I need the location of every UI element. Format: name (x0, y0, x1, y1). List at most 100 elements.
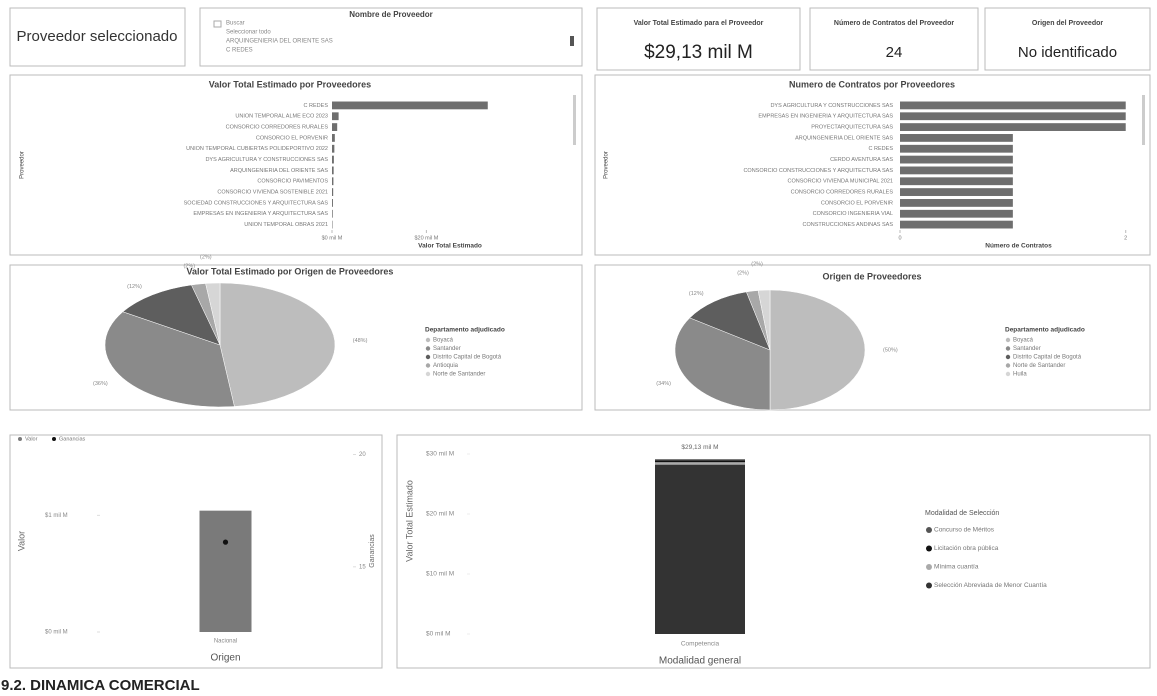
slicer-item: Buscar (226, 21, 245, 27)
pie-slice (122, 284, 221, 346)
data-label: (12%) (689, 291, 704, 297)
legend-label: Huila (1013, 372, 1027, 378)
category-label: CONSORCIO INGENIERIA VIAL (813, 211, 893, 217)
category-label: CONSORCIO VIVIENDA SOSTENIBLE 2021 (217, 190, 328, 196)
category-label: UNION TEMPORAL CUBIERTAS POLIDEPORTIVO 2… (186, 146, 328, 152)
search-icon (213, 20, 222, 28)
category-label: DYS AGRICULTURA Y CONSTRUCCIONES SAS (770, 103, 893, 109)
legend-label: Concurso de Méritos (934, 527, 995, 534)
kpi-title: Origen del Proveedor (1032, 20, 1103, 27)
kpi-frame (984, 7, 1151, 71)
data-label: (34%) (656, 381, 671, 387)
bar-segment (655, 462, 745, 465)
pie-slice (689, 291, 771, 351)
category-label: CONSORCIO PAVIMENTOS (257, 179, 328, 185)
legend-marker (425, 354, 431, 360)
bar (332, 188, 334, 196)
bar (900, 112, 1126, 121)
section-heading: 9.2. DINAMICA COMERCIAL (1, 677, 200, 694)
bar (900, 144, 1013, 153)
bar (332, 199, 333, 207)
dot (222, 539, 229, 545)
x-tick-label: Nacional (214, 639, 237, 645)
x-tick-label: $0 mil M (322, 235, 343, 241)
category-label: CONSORCIO CORREDORES RURALES (226, 125, 329, 131)
kpi-title: Número de Contratos del Proveedor (834, 20, 954, 27)
legend-label: Santander (1013, 346, 1041, 352)
legend-marker (1005, 337, 1011, 343)
legend-title: Departamento adjudicado (1005, 327, 1085, 334)
legend-marker (52, 437, 56, 441)
pie-slice (674, 317, 771, 411)
x-tick-label: $20 mil M (414, 235, 438, 241)
data-label: (12%) (127, 284, 142, 290)
legend-title: Departamento adjudicado (425, 327, 505, 334)
legend-label: Mínima cuantía (934, 564, 979, 571)
bar (332, 144, 335, 153)
bar-segment (655, 460, 745, 463)
kpi-frame (596, 7, 801, 71)
y2-tick-label: 15 (359, 564, 366, 570)
pie-slice (219, 282, 336, 407)
x-axis-label: Modalidad general (659, 656, 741, 667)
pie-slice (769, 289, 866, 411)
category-label: CONSTRUCCIONES ANDINAS SAS (803, 222, 894, 228)
category-label: CONSORCIO CORREDORES RURALES (791, 190, 894, 196)
category-label: UNION TEMPORAL OBRAS 2021 (244, 222, 328, 228)
bar-segment (655, 464, 745, 634)
y-tick-label: $20 mil M (426, 511, 454, 518)
data-label: (2%) (751, 262, 763, 268)
legend-label: Norte de Santander (1013, 363, 1065, 369)
bar (332, 134, 335, 142)
bar (199, 510, 252, 632)
legend-title: Modalidad de Selección (925, 510, 999, 517)
legend-marker (926, 564, 932, 570)
chart-title: Valor Total Estimado por Proveedores (209, 79, 371, 89)
bar (900, 155, 1013, 164)
legend-label: Distrito Capital de Bogotá (433, 355, 502, 361)
chart-title: Origen de Proveedores (822, 271, 921, 281)
bar (332, 155, 334, 164)
slicer-item: ARQUINGENIERIA DEL ORIENTE SAS (226, 39, 333, 45)
legend-marker (926, 545, 932, 552)
x-axis-label: Origen (210, 653, 240, 664)
bar (332, 101, 488, 110)
category-label: EMPRESAS EN INGENIERIA Y ARQUITECTURA SA… (193, 211, 328, 217)
y-axis-label: Proveedor (20, 151, 26, 179)
category-label: SOCIEDAD CONSTRUCCIONES Y ARQUITECTURA S… (184, 200, 329, 206)
bar (332, 112, 339, 121)
x-tick-label: 2 (1124, 235, 1127, 241)
x-tick-label: Competencia (681, 641, 720, 648)
legend-label: Selección Abreviada de Menor Cuantía (934, 582, 1047, 589)
chart-frame (396, 434, 1151, 669)
legend-marker (1005, 371, 1011, 377)
bar (332, 166, 334, 175)
legend-marker (926, 527, 932, 533)
y2-axis-label: Ganancias (369, 534, 376, 568)
legend-label: Ganancias (59, 436, 86, 442)
data-label: (2%) (737, 271, 749, 277)
legend-marker (18, 437, 22, 441)
bar (900, 220, 1013, 229)
data-label: (48%) (353, 338, 368, 344)
legend-label: Norte de Santander (433, 372, 485, 378)
kpi-value: $29,13 mil M (644, 42, 753, 63)
pie-slice (757, 289, 771, 351)
chart-title: Valor Total Estimado por Origen de Prove… (187, 266, 394, 276)
legend-label: Santander (433, 346, 461, 352)
y-tick-label: $10 mil M (426, 571, 454, 578)
pie-slice (205, 282, 221, 346)
x-axis-label: Número de Contratos (985, 243, 1052, 250)
legend-marker (425, 371, 431, 377)
kpi-title: Valor Total Estimado para el Proveedor (634, 20, 764, 27)
slicer-item: Seleccionar todo (226, 30, 271, 36)
bar (900, 177, 1013, 186)
bar (900, 166, 1013, 175)
total-label: $29,13 mil M (681, 444, 718, 451)
legend-marker (926, 582, 932, 589)
category-label: ARQUINGENIERIA DEL ORIENTE SAS (795, 135, 893, 141)
y-tick-label: $30 mil M (426, 451, 454, 458)
category-label: CONSORCIO VIVIENDA MUNICIPAL 2021 (788, 179, 893, 185)
category-label: PROYECTARQUITECTURA SAS (811, 125, 893, 131)
